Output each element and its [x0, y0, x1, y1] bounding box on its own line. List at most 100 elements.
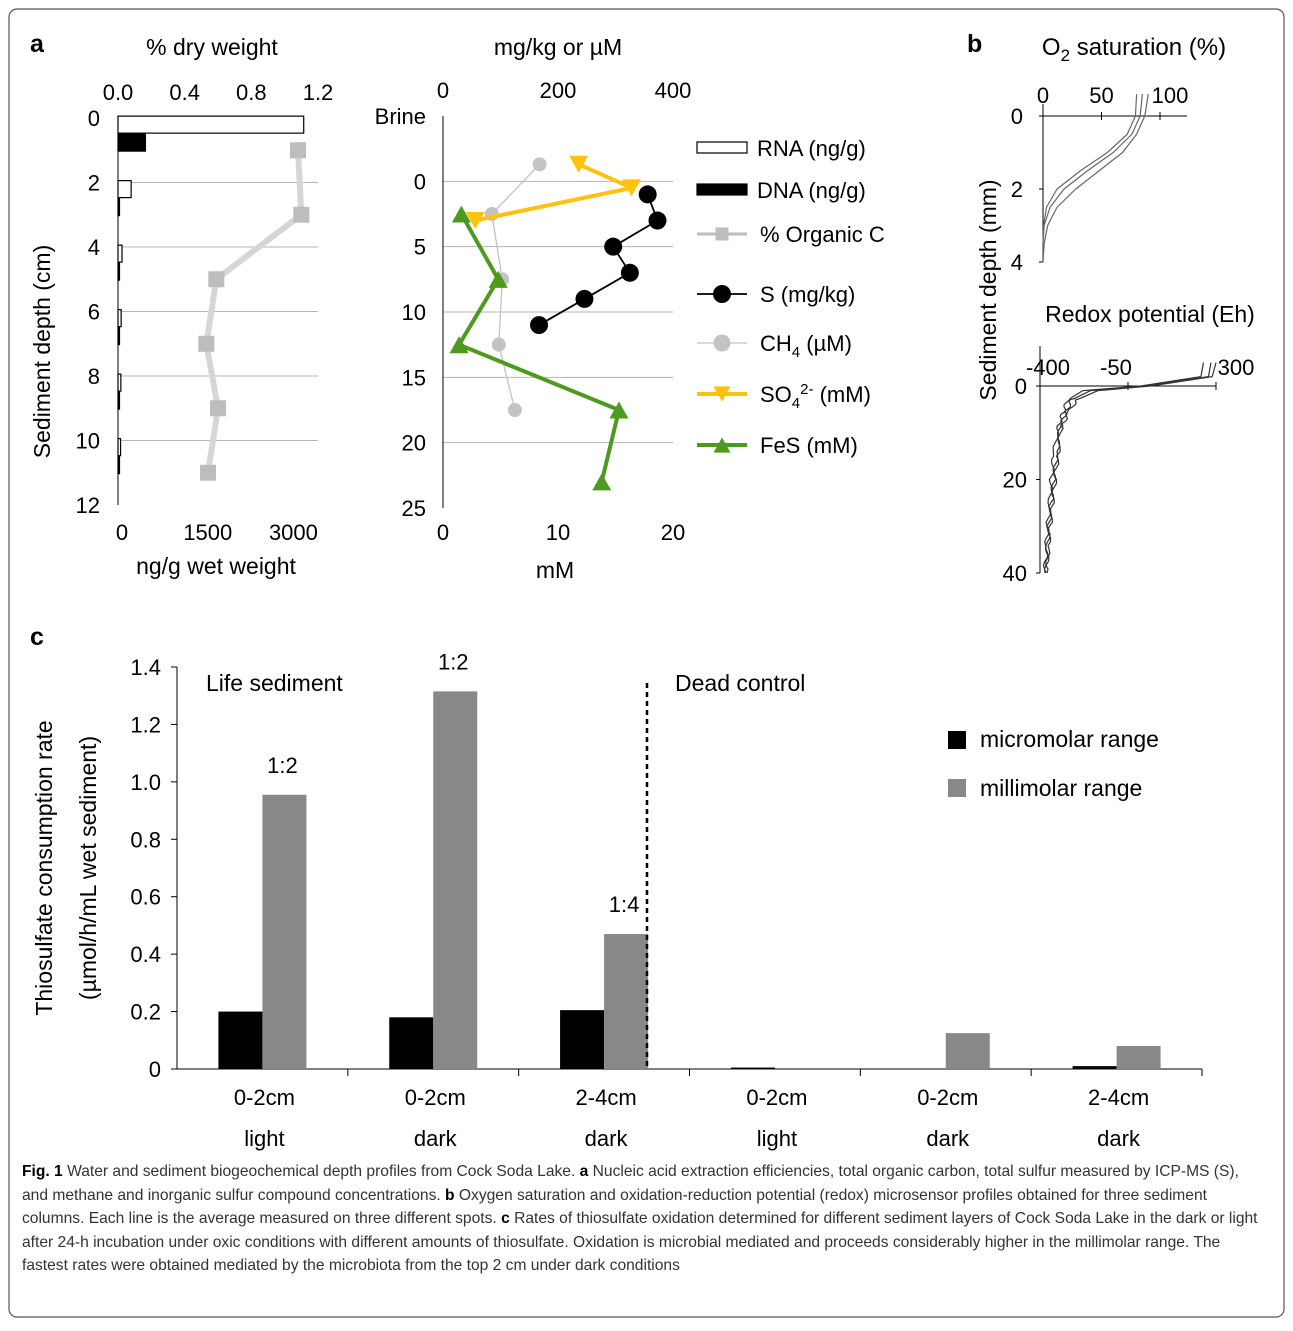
legend-label: FeS (mM) [760, 433, 858, 458]
organic-c-marker [200, 464, 216, 481]
legend-label: DNA (ng/g) [757, 178, 866, 203]
bottom-tick-label: 1500 [183, 520, 232, 545]
ch4-marker [491, 337, 506, 352]
s-marker [604, 237, 623, 256]
x-category-label: 0-2cm [405, 1085, 466, 1110]
x-tick-label: 100 [1152, 83, 1189, 108]
y-tick-label: 5 [414, 235, 426, 260]
y-axis-title: Sediment depth (cm) [29, 245, 55, 458]
millimolar-bar [945, 1033, 990, 1069]
micromolar-bar [560, 1010, 605, 1069]
fes-marker [451, 205, 471, 223]
organic-c-marker [293, 206, 310, 223]
y-tick-label: 20 [1003, 468, 1027, 493]
micromolar-bar [218, 1011, 263, 1069]
s-marker [648, 211, 667, 230]
fes-marker [449, 336, 469, 354]
fes-marker [592, 473, 612, 491]
legend-label-sup: 2- [800, 381, 813, 398]
legend-swatch [948, 779, 966, 797]
x-category-label: light [244, 1126, 284, 1151]
so4-marker [622, 179, 642, 197]
micromolar-bar [730, 1067, 775, 1069]
y-tick-label: 4 [88, 235, 100, 260]
top-axis-title: mg/kg or µM [494, 34, 622, 60]
s-marker [638, 185, 657, 204]
y-tick-label: 10 [402, 300, 426, 325]
x-tick-label: 300 [1218, 355, 1255, 380]
caption-panel-ref: c [501, 1210, 510, 1227]
y-tick-label: Brine [375, 104, 426, 129]
o2-title-part: O [1042, 34, 1061, 61]
s-marker [620, 263, 639, 282]
top-tick-label: 200 [540, 78, 577, 103]
bottom-axis-title: ng/g wet weight [136, 553, 296, 579]
x-tick-label: -400 [1026, 355, 1070, 380]
y-tick-label: 0.8 [130, 827, 161, 852]
rna-bar [117, 115, 305, 134]
dna-bar [117, 327, 121, 346]
group-label: Dead control [675, 670, 805, 696]
top-tick-label: 1.2 [303, 80, 334, 105]
rna-bar [117, 244, 123, 263]
o2-title-sub: 2 [1061, 46, 1070, 65]
y-tick-label: 2 [88, 171, 100, 196]
caption-text: Rates of thiosulfate oxidation determine… [22, 1210, 1258, 1274]
bottom-tick-label: 0 [116, 520, 128, 545]
legend-swatch-marker [713, 334, 731, 352]
legend-label-part: (µM) [800, 331, 852, 356]
bottom-tick-label: 10 [546, 520, 570, 545]
so4-marker [465, 211, 485, 230]
x-category-label: dark [1097, 1126, 1141, 1151]
s-line [538, 194, 659, 326]
legend-swatch [948, 731, 966, 749]
y-tick-label: 1.0 [130, 770, 161, 795]
x-category-label: 0-2cm [746, 1085, 807, 1110]
fes-marker [609, 401, 629, 419]
dna-bar [117, 133, 147, 152]
s-marker [575, 289, 594, 308]
legend-label: SO42- (mM) [760, 381, 871, 412]
y-tick-label: 20 [402, 431, 426, 456]
redox-profile-line [1042, 362, 1205, 574]
so4-marker [569, 155, 589, 173]
organic-c-marker [290, 142, 306, 159]
y-tick-label: 0 [149, 1057, 161, 1082]
legend-label: RNA (ng/g) [757, 136, 866, 161]
caption-panel-ref: a [579, 1163, 589, 1180]
fes-line [457, 213, 621, 483]
millimolar-bar [262, 794, 307, 1069]
x-category-label: 2-4cm [1088, 1085, 1149, 1110]
top-axis-title: % dry weight [146, 34, 278, 60]
redox-title: Redox potential (Eh) [1045, 301, 1255, 327]
legend-label-sub: 4 [792, 344, 800, 361]
caption-panel-ref: b [445, 1186, 455, 1204]
y-tick-label: 6 [88, 300, 100, 325]
legend-label: micromolar range [980, 726, 1159, 752]
ch4-marker [532, 157, 547, 172]
ratio-label: 1:2 [267, 753, 298, 778]
figure-caption: Fig. 1 Water and sediment biogeochemical… [22, 1160, 1267, 1278]
micromolar-bar [1072, 1066, 1117, 1069]
legend-label-part: (mM) [813, 382, 870, 407]
x-category-label: 0-2cm [917, 1085, 978, 1110]
dna-bar [117, 456, 121, 475]
y-tick-label: 4 [1011, 250, 1023, 275]
ratio-label: 1:2 [438, 649, 469, 674]
bottom-tick-label: 0 [437, 520, 449, 545]
y-axis-title-line1: Thiosulfate consumption rate [31, 720, 57, 1015]
dna-bar [117, 262, 121, 281]
bottom-tick-label: 20 [661, 520, 685, 545]
x-category-label: dark [414, 1126, 458, 1151]
rna-bar [117, 180, 132, 199]
panel-letter-b: b [967, 30, 982, 58]
legend-label: % Organic C [760, 222, 885, 247]
rna-bar [117, 438, 122, 457]
x-tick-label: -50 [1100, 355, 1132, 380]
x-category-label: 0-2cm [234, 1085, 295, 1110]
organic-c-marker [210, 400, 226, 417]
legend-swatch-marker [713, 285, 731, 303]
legend-label-part: CH [760, 331, 792, 356]
legend-label: millimolar range [980, 775, 1142, 801]
